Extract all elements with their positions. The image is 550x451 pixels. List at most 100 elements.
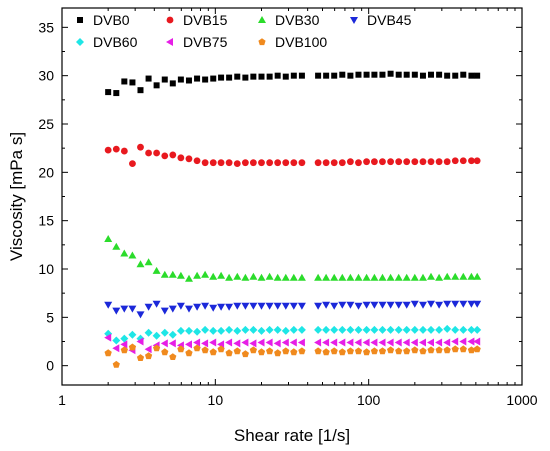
point-dvb45 [459, 300, 468, 308]
point-dvb30 [314, 273, 323, 281]
point-dvb30 [281, 273, 290, 281]
point-dvb45 [136, 311, 145, 319]
point-dvb45 [257, 302, 266, 310]
point-dvb0 [258, 73, 265, 80]
point-dvb0 [298, 72, 305, 79]
point-dvb0 [194, 75, 201, 82]
legend-label-dvb0: DVB0 [93, 12, 130, 28]
point-dvb60 [176, 326, 185, 335]
point-dvb30 [330, 273, 339, 281]
point-dvb30 [233, 272, 242, 280]
point-dvb30 [435, 273, 444, 281]
point-dvb0 [395, 71, 402, 78]
point-dvb15 [112, 145, 120, 153]
point-dvb45 [362, 301, 371, 309]
point-dvb45 [176, 302, 185, 310]
point-dvb100 [370, 347, 378, 355]
point-dvb75 [314, 338, 322, 347]
point-dvb30 [386, 273, 395, 281]
point-dvb100 [473, 345, 481, 353]
point-dvb75 [410, 338, 418, 347]
point-dvb60 [289, 325, 298, 334]
point-dvb100 [145, 352, 153, 360]
point-dvb15 [459, 157, 467, 165]
point-dvb15 [473, 157, 481, 165]
point-dvb0 [145, 75, 152, 82]
point-dvb75 [386, 338, 394, 347]
point-dvb15 [201, 159, 209, 167]
point-dvb100 [282, 347, 290, 355]
point-dvb15 [419, 158, 427, 166]
point-dvb100 [274, 349, 282, 357]
point-dvb45 [241, 302, 250, 310]
point-dvb100 [249, 346, 257, 354]
point-dvb100 [330, 347, 338, 355]
point-dvb15 [217, 159, 225, 167]
point-dvb30 [104, 235, 113, 242]
y-tick-label: 35 [38, 19, 54, 35]
point-dvb30 [120, 249, 129, 257]
point-dvb30 [378, 273, 387, 281]
point-dvb60 [185, 326, 193, 335]
legend-label-dvb15: DVB15 [183, 12, 228, 28]
point-dvb15 [427, 158, 435, 166]
data-marks [104, 70, 482, 368]
point-dvb45 [225, 303, 234, 311]
point-dvb0 [290, 72, 297, 79]
point-dvb60 [112, 336, 121, 345]
point-dvb0 [339, 71, 346, 78]
legend: DVB0 DVB15 DVB30 DVB45 DVB60 DVB75 DVB100 [76, 12, 412, 50]
point-dvb75 [402, 338, 410, 347]
series-dvb100 [104, 343, 481, 368]
point-dvb30 [394, 273, 403, 281]
point-dvb15 [209, 159, 217, 167]
legend-label-dvb75: DVB75 [183, 34, 228, 50]
point-dvb15 [177, 154, 185, 162]
point-dvb60 [459, 325, 468, 334]
point-dvb60 [419, 325, 427, 334]
point-dvb15 [169, 151, 177, 159]
point-dvb45 [249, 302, 258, 310]
point-dvb100 [257, 348, 266, 356]
point-dvb60 [257, 326, 266, 335]
point-dvb0 [371, 71, 378, 78]
point-dvb0 [355, 71, 362, 78]
point-dvb75 [225, 338, 233, 347]
point-dvb60 [427, 325, 435, 334]
y-tick-label: 10 [38, 261, 54, 277]
point-dvb0 [153, 82, 160, 89]
legend-marker-dvb0 [77, 17, 83, 23]
point-dvb30 [112, 242, 121, 250]
point-dvb15 [338, 159, 346, 167]
point-dvb45 [338, 301, 347, 309]
point-dvb100 [427, 346, 435, 354]
point-dvb75 [427, 338, 434, 347]
point-dvb45 [160, 307, 169, 315]
point-dvb45 [435, 301, 444, 309]
point-dvb0 [234, 73, 241, 80]
point-dvb0 [419, 72, 426, 79]
point-dvb15 [435, 158, 443, 166]
point-dvb30 [217, 271, 226, 279]
point-dvb15 [249, 159, 257, 167]
point-dvb15 [290, 159, 298, 167]
point-dvb75 [467, 337, 475, 346]
x-tick-label: 1 [58, 392, 66, 408]
point-dvb60 [402, 325, 411, 334]
point-dvb75 [451, 337, 459, 346]
point-dvb45 [410, 300, 419, 308]
point-dvb100 [290, 348, 298, 356]
point-dvb0 [210, 75, 217, 82]
point-dvb0 [460, 71, 467, 78]
point-dvb15 [129, 160, 136, 168]
point-dvb60 [451, 325, 460, 334]
point-dvb100 [395, 347, 403, 355]
point-dvb30 [128, 251, 137, 259]
point-dvb100 [185, 349, 193, 357]
point-dvb15 [451, 157, 459, 165]
point-dvb100 [128, 343, 137, 351]
point-dvb100 [435, 346, 443, 354]
legend-marker-dvb45 [350, 17, 358, 24]
point-dvb45 [144, 303, 153, 311]
point-dvb60 [473, 325, 482, 334]
